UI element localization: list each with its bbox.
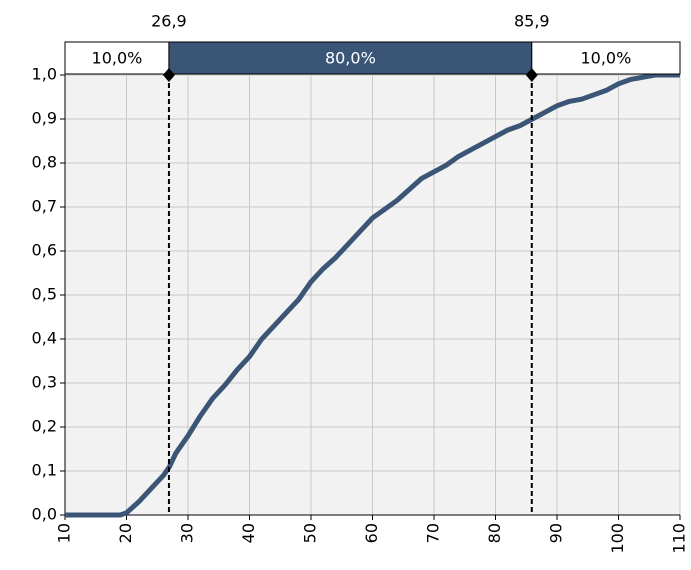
cdf-line — [65, 72, 680, 518]
band-label: 80,0% — [325, 49, 376, 68]
x-tick-label: 80 — [485, 523, 504, 543]
marker-label: 26,9 — [151, 12, 187, 31]
y-tick-label: 0,1 — [32, 461, 57, 480]
y-tick-label: 0,7 — [32, 197, 57, 216]
x-tick-label: 50 — [301, 523, 320, 543]
y-tick-label: 0,3 — [32, 373, 57, 392]
y-tick-label: 0,0 — [32, 505, 57, 524]
band — [531, 41, 681, 75]
x-tick-label: 30 — [178, 523, 197, 543]
marker-label: 85,9 — [514, 12, 550, 31]
y-tick-label: 0,4 — [32, 329, 57, 348]
marker-diamond — [525, 68, 538, 82]
y-tick-label: 0,6 — [32, 241, 57, 260]
y-tick-label: 0,5 — [32, 285, 57, 304]
marker-diamond — [162, 68, 175, 82]
x-tick-label: 110 — [670, 523, 689, 554]
y-tick-label: 1,0 — [32, 65, 57, 84]
x-tick-label: 20 — [116, 523, 135, 543]
band — [168, 41, 533, 75]
band — [64, 41, 170, 75]
x-tick-label: 70 — [424, 523, 443, 543]
x-tick-label: 60 — [362, 523, 381, 543]
y-tick-label: 0,2 — [32, 417, 57, 436]
x-tick-label: 90 — [547, 523, 566, 543]
y-tick-label: 0,9 — [32, 109, 57, 128]
band-label: 10,0% — [580, 49, 631, 68]
x-tick-label: 40 — [239, 523, 258, 543]
y-tick-label: 0,8 — [32, 153, 57, 172]
band-label: 10,0% — [92, 49, 143, 68]
x-tick-label: 10 — [55, 523, 74, 543]
x-tick-label: 100 — [608, 523, 627, 554]
